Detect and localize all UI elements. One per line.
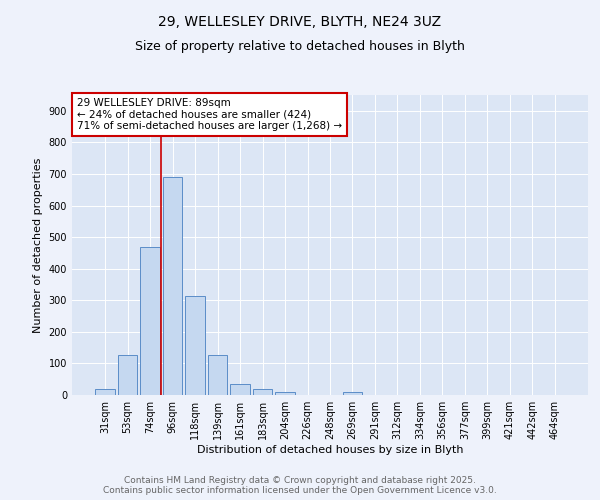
Bar <box>253 390 272 395</box>
Bar <box>163 177 182 395</box>
X-axis label: Distribution of detached houses by size in Blyth: Distribution of detached houses by size … <box>197 445 463 455</box>
Bar <box>343 392 362 395</box>
Text: 29 WELLESLEY DRIVE: 89sqm
← 24% of detached houses are smaller (424)
71% of semi: 29 WELLESLEY DRIVE: 89sqm ← 24% of detac… <box>77 98 342 131</box>
Bar <box>185 296 205 395</box>
Bar <box>275 392 295 395</box>
Bar <box>208 355 227 395</box>
Text: Contains HM Land Registry data © Crown copyright and database right 2025.
Contai: Contains HM Land Registry data © Crown c… <box>103 476 497 495</box>
Text: Size of property relative to detached houses in Blyth: Size of property relative to detached ho… <box>135 40 465 53</box>
Bar <box>230 384 250 395</box>
Text: 29, WELLESLEY DRIVE, BLYTH, NE24 3UZ: 29, WELLESLEY DRIVE, BLYTH, NE24 3UZ <box>158 15 442 29</box>
Bar <box>95 390 115 395</box>
Bar <box>118 355 137 395</box>
Y-axis label: Number of detached properties: Number of detached properties <box>33 158 43 332</box>
Bar <box>140 246 160 395</box>
